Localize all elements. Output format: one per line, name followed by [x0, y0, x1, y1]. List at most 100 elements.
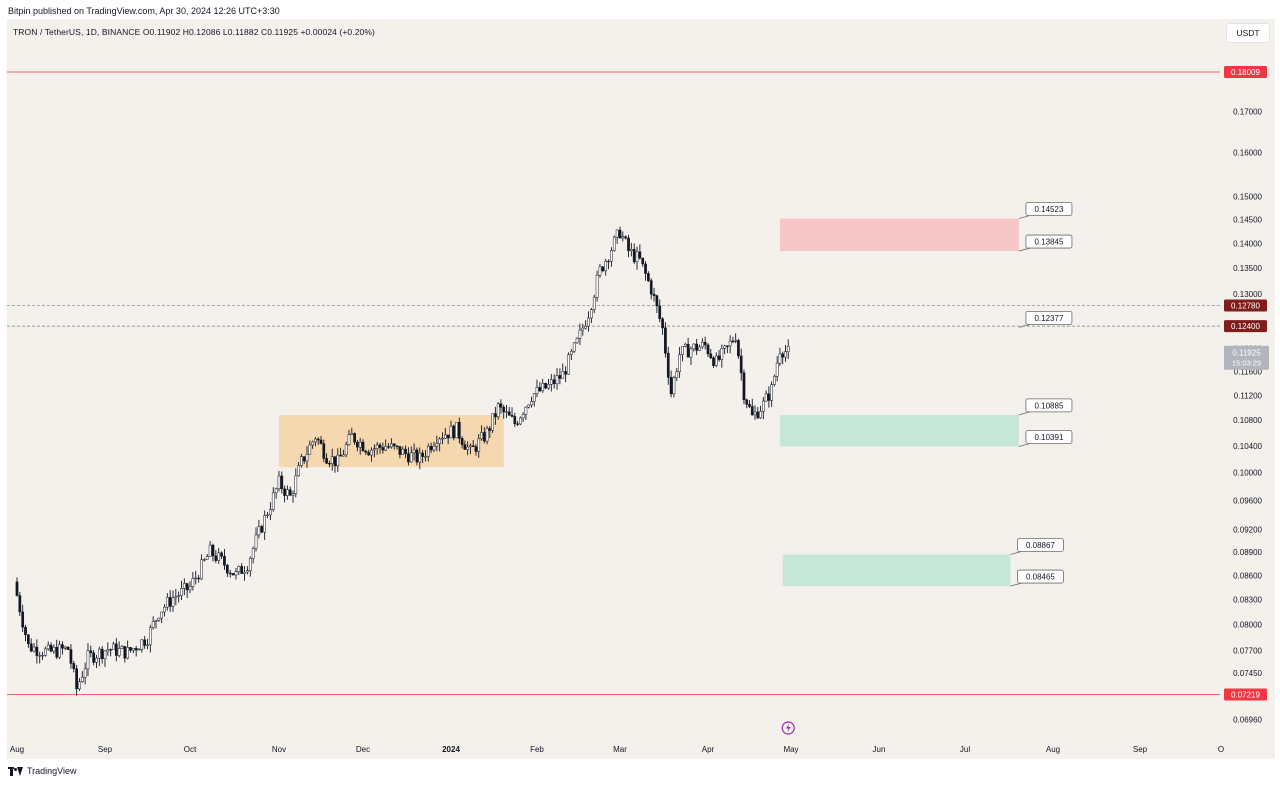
price-badge-label-0: 0.18009 [1231, 68, 1260, 77]
candle-body [652, 293, 656, 296]
x-tick-label: Jul [960, 745, 970, 754]
candle-body [505, 411, 508, 413]
candle-body [432, 445, 436, 451]
countdown-label: 15:03:29 [1232, 359, 1261, 368]
price-badge-2 [1224, 320, 1267, 333]
y-tick-label: 0.10800 [1233, 416, 1262, 425]
candle-body [720, 348, 724, 360]
candle-body [669, 377, 673, 395]
candle-body [460, 438, 464, 445]
candle-body [342, 454, 345, 457]
candle-body [781, 353, 785, 358]
candle-body [469, 445, 472, 448]
candle-body [46, 644, 50, 650]
candle-body [624, 236, 628, 239]
candle-body [387, 446, 390, 448]
candle-body [703, 341, 707, 346]
candle-body [182, 583, 186, 589]
candle-body [750, 406, 754, 416]
y-tick-label: 0.11200 [1234, 391, 1263, 400]
callout-box-2 [1025, 310, 1073, 325]
candle-body [778, 353, 782, 364]
candle-body [621, 236, 625, 239]
candle-body [734, 340, 738, 342]
y-tick-label: 0.15000 [1233, 192, 1262, 201]
y-tick-label: 0.16000 [1233, 149, 1262, 158]
candle-body [123, 646, 127, 659]
zone-demand-2 [779, 414, 1019, 447]
candle-body [286, 489, 289, 496]
candle-body [333, 456, 337, 467]
candle-body [61, 644, 64, 649]
callout-box-0 [1025, 202, 1073, 216]
y-tick-label: 0.14500 [1233, 216, 1262, 225]
candle-body [165, 597, 169, 608]
candle-body [148, 627, 152, 646]
tradingview-logo-icon [8, 766, 24, 776]
candle-body [590, 309, 593, 319]
candle-body [41, 655, 44, 657]
candle-body [254, 534, 258, 549]
candle-body [311, 441, 314, 446]
candle-body [480, 432, 483, 440]
y-tick-label: 0.17000 [1233, 107, 1262, 116]
price-badge-3 [1224, 688, 1267, 701]
x-tick-label: May [783, 745, 798, 754]
candle-body [52, 647, 56, 652]
candle-body [237, 566, 241, 572]
candle-body [587, 317, 590, 327]
candle-body [689, 348, 693, 358]
candle-body [552, 379, 556, 385]
candle-body [477, 438, 481, 452]
candle-body [426, 446, 430, 457]
x-tick-label: Aug [10, 745, 24, 754]
candle-body [112, 643, 115, 651]
candle-body [367, 452, 371, 456]
candle-body [541, 383, 545, 392]
candle-body [80, 676, 84, 682]
x-tick-label: Mar [613, 745, 627, 754]
candle-body [21, 611, 25, 628]
candle-body [302, 456, 306, 462]
x-tick-label: 2024 [442, 745, 460, 754]
candle-body [455, 422, 458, 439]
candle-body [44, 648, 47, 656]
candle-body [686, 343, 690, 358]
callout-pointer-0 [1018, 215, 1031, 219]
candle-body [784, 351, 787, 358]
candle-body [197, 577, 200, 580]
candle-body [322, 443, 326, 459]
candle-body [266, 514, 269, 516]
candle-body [524, 406, 528, 415]
candle-body [709, 353, 713, 359]
candle-body [248, 557, 252, 571]
zone-demand-3 [782, 554, 1011, 587]
candle-body [441, 437, 444, 440]
candle-body [240, 566, 244, 574]
callout-box-1 [1025, 234, 1073, 249]
candle-body [297, 465, 300, 477]
x-tick-label: Nov [272, 745, 286, 754]
candle-body [180, 588, 183, 596]
price-badge-label-3: 0.07219 [1231, 691, 1260, 700]
candle-body [58, 644, 61, 658]
candle-body [655, 295, 659, 307]
candle-body [251, 548, 255, 559]
candle-body [225, 565, 229, 574]
candle-body [635, 251, 639, 263]
y-tick-label: 0.11600 [1234, 368, 1263, 377]
candle-body [547, 384, 550, 389]
callout-pointer-6 [1010, 582, 1022, 587]
candle-body [384, 446, 388, 451]
candle-body [745, 399, 749, 405]
currency-button[interactable]: USDT [1226, 23, 1270, 43]
candle-body [200, 559, 203, 580]
candle-body [174, 596, 178, 599]
candle-body [496, 403, 500, 418]
callout-label-3: 0.10885 [1034, 401, 1063, 410]
x-tick-label: Feb [530, 745, 544, 754]
candle-body [491, 413, 494, 431]
candle-body [572, 342, 576, 352]
callout-label-0: 0.14523 [1034, 205, 1063, 214]
